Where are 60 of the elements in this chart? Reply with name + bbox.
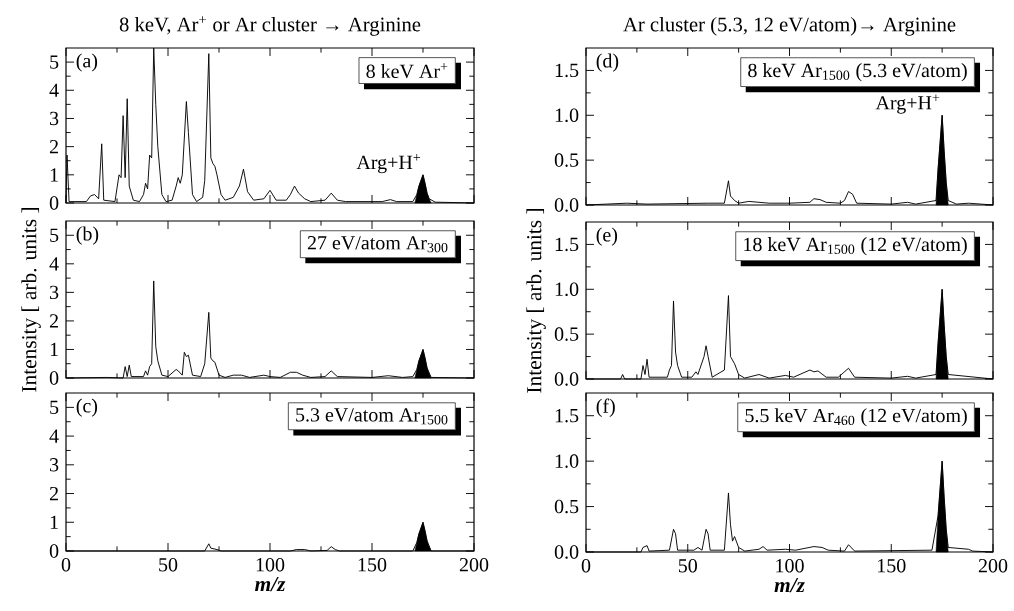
x-tick-label: 100 — [776, 558, 804, 573]
y-tick-label: 2 — [49, 314, 58, 328]
y-tick-label: 0 — [49, 544, 59, 558]
y-tick-label: 0.5 — [554, 499, 579, 514]
y-tick-label: 0.0 — [554, 198, 579, 212]
y-tick-label: 2 — [49, 140, 58, 154]
y-tick-label: 0 — [49, 196, 59, 210]
y-axis-title: Intensity [ arb. units ] — [21, 208, 41, 392]
y-tick-label: 4 — [49, 429, 59, 443]
y-tick-label: 0 — [49, 371, 59, 385]
y-tick-label: 1.5 — [555, 63, 579, 78]
y-tick-label: 1.0 — [555, 454, 579, 468]
y-tick-label: 1.5 — [555, 408, 579, 423]
y-tick-label: 1 — [50, 168, 58, 182]
annotation: Arg+H$^{+}$ — [356, 154, 421, 174]
y-tick-label: 1 — [50, 515, 58, 529]
annotation: (b) — [76, 226, 99, 245]
y-tick-label: 3 — [50, 458, 59, 472]
y-tick-label: 1.5 — [555, 237, 579, 252]
annotation: 8 keV Ar$_{1500}$ (5.3 eV/atom) — [748, 63, 967, 82]
x-tick-label: 50 — [678, 558, 697, 573]
x-tick-label: 0 — [581, 558, 591, 573]
x-tick-label: 200 — [978, 558, 1008, 573]
x-tick-label: 150 — [878, 558, 906, 573]
y-tick-label: 3 — [50, 111, 59, 126]
y-tick-label: 0.0 — [554, 545, 579, 559]
annotation: Arg+H$^{+}$ — [875, 94, 940, 114]
annotation: (d) — [596, 53, 619, 72]
annotation: 8 keV Ar$^{+}$ — [366, 62, 448, 79]
y-tick-label: 0.5 — [554, 327, 579, 341]
annotation: 27 eV/atom Ar$_{300}$ — [307, 236, 448, 253]
annotation: (e) — [596, 227, 618, 246]
y-tick-label: 5 — [50, 400, 59, 414]
annotation: (a) — [76, 53, 98, 72]
chart-title: Ar cluster (5.3, 12 eV/atom)→ Arginine — [623, 16, 956, 36]
x-tick-label: 200 — [459, 557, 489, 572]
y-tick-label: 1.0 — [555, 108, 579, 123]
annotation: 5.5 keV Ar$_{460}$ (12 eV/atom) — [745, 408, 967, 427]
y-axis-title: Intensity [ arb. units ] — [526, 209, 546, 393]
annotation: 5.3 eV/atom Ar$_{1500}$ — [296, 408, 448, 425]
y-tick-label: 5 — [50, 55, 59, 69]
y-tick-label: 4 — [49, 83, 59, 97]
y-tick-label: 4 — [49, 257, 59, 271]
x-axis-title: m/z — [254, 577, 286, 592]
annotation: 18 keV Ar$_{1500}$ (12 eV/atom) — [744, 237, 967, 256]
y-tick-label: 0.0 — [554, 372, 579, 386]
chart-title: 8 keV, Ar$^{+}$ or Ar cluster → Arginine — [119, 16, 421, 36]
y-tick-label: 3 — [50, 285, 59, 300]
x-axis-title: m/z — [774, 578, 805, 593]
y-tick-label: 1.0 — [555, 282, 579, 297]
y-tick-label: 1 — [50, 342, 58, 357]
x-tick-label: 100 — [256, 557, 285, 572]
x-tick-label: 50 — [159, 557, 178, 572]
y-tick-label: 2 — [49, 486, 58, 501]
annotation: (c) — [76, 398, 98, 417]
annotation: (f) — [596, 398, 615, 417]
x-tick-label: 0 — [61, 557, 71, 572]
y-tick-label: 0.5 — [554, 153, 579, 167]
x-tick-label: 150 — [358, 557, 387, 572]
y-tick-label: 5 — [50, 228, 59, 242]
